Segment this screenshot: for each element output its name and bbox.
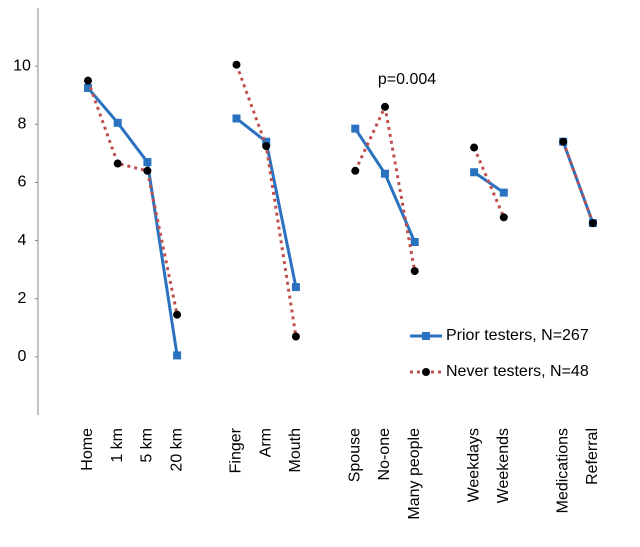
- y-tick-label: 6: [18, 174, 27, 191]
- series-line: [86, 86, 595, 356]
- x-tick-label: Home: [79, 428, 96, 471]
- marker: [410, 238, 419, 247]
- marker: [84, 83, 92, 92]
- x-tick-label: Mouth: [287, 428, 304, 472]
- marker: [351, 166, 360, 175]
- y-tick-label: 2: [18, 290, 27, 307]
- y-tick-label: 4: [18, 232, 27, 249]
- marker: [381, 102, 389, 111]
- marker: [143, 158, 152, 167]
- series-line: [86, 64, 595, 337]
- x-tick-label: Referral: [584, 428, 601, 485]
- x-tick-label: Spouse: [347, 428, 364, 482]
- marker: [381, 169, 389, 178]
- legend-marker: [422, 332, 430, 340]
- y-tick-label: 10: [13, 57, 31, 74]
- x-tick-label: 20 km: [168, 428, 185, 472]
- x-tick-label: 5 km: [139, 428, 156, 463]
- x-tick-label: Weekdays: [465, 428, 482, 502]
- marker: [351, 124, 360, 133]
- marker: [410, 267, 419, 276]
- y-tick-label: 8: [18, 116, 27, 133]
- x-tick-label: Finger: [228, 427, 245, 473]
- marker: [84, 76, 92, 85]
- marker: [291, 283, 300, 292]
- x-tick-label: Many people: [406, 428, 423, 520]
- annotation: p=0.004: [378, 71, 436, 88]
- legend-label: Prior testers, N=267: [446, 327, 589, 344]
- y-tick-label: 0: [18, 348, 27, 365]
- marker: [470, 168, 479, 177]
- marker: [291, 332, 300, 341]
- marker: [113, 118, 122, 127]
- marker: [262, 142, 271, 151]
- marker: [588, 219, 597, 228]
- x-tick-label: 1 km: [109, 428, 126, 463]
- x-tick-label: Weekends: [495, 428, 512, 503]
- marker: [173, 310, 182, 319]
- marker: [499, 213, 508, 222]
- marker: [232, 60, 241, 69]
- legend-marker: [422, 368, 430, 376]
- marker: [143, 166, 152, 175]
- marker: [262, 137, 271, 146]
- marker: [470, 143, 479, 152]
- marker: [113, 159, 122, 168]
- marker: [173, 351, 182, 360]
- marker: [499, 188, 508, 197]
- x-tick-label: Medications: [554, 428, 571, 513]
- x-tick-label: No-one: [376, 428, 393, 481]
- marker: [559, 137, 568, 146]
- x-tick-label: Arm: [257, 428, 274, 457]
- legend-label: Never testers, N=48: [446, 363, 589, 380]
- marker: [232, 114, 241, 123]
